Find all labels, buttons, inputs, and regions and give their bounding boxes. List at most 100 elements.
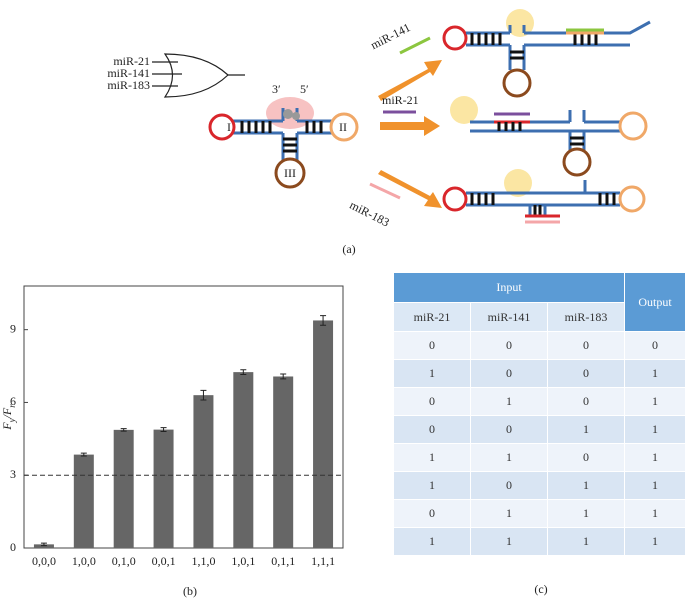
arrow-label: miR-141 (368, 20, 412, 52)
table-cell: 0 (393, 499, 471, 528)
header-cell: miR-21 (393, 302, 471, 332)
products (442, 9, 651, 224)
bar (153, 429, 174, 548)
y-tick-label: 9 (10, 321, 16, 335)
y-tick-label: 3 (10, 467, 16, 481)
table-cell: 0 (547, 359, 625, 388)
prime-label: 3′ (272, 82, 281, 96)
or-gate (152, 53, 245, 98)
table-cell: 0 (547, 387, 625, 416)
x-tick-label: 0,0,0 (32, 554, 56, 568)
error-bar (40, 542, 47, 547)
table-cell: 1 (470, 527, 548, 556)
junction (208, 97, 359, 189)
table-cell: 1 (547, 499, 625, 528)
table-cell: 1 (624, 359, 686, 388)
header-cell: miR-183 (547, 302, 625, 332)
caption: (a) (342, 242, 355, 256)
table-cell: 1 (547, 527, 625, 556)
bar (233, 372, 254, 548)
gate-input: miR-21 (113, 54, 150, 68)
caption: (c) (534, 582, 547, 596)
bar (313, 320, 334, 548)
table-cell: 1 (624, 499, 686, 528)
error-bar (80, 452, 87, 457)
x-tick-label: 1,0,0 (72, 554, 96, 568)
table-cell: 0 (470, 331, 548, 360)
table-cell: 0 (470, 415, 548, 444)
x-tick-label: 0,0,1 (152, 554, 176, 568)
gate-input: miR-141 (107, 66, 150, 80)
table-cell: 1 (470, 499, 548, 528)
error-bar (160, 427, 167, 433)
table-cell: 1 (547, 415, 625, 444)
bar (73, 454, 94, 548)
table-cell: 0 (470, 471, 548, 500)
table-cell: 1 (393, 359, 471, 388)
header-cell: Input (393, 272, 625, 303)
bar (273, 376, 294, 548)
header-cell: miR-141 (470, 302, 548, 332)
y-label-part: y (7, 418, 17, 423)
table-cell: 1 (624, 387, 686, 416)
error-bar (320, 315, 327, 326)
x-tick-label: 0,1,0 (112, 554, 136, 568)
table-cell: 1 (470, 387, 548, 416)
y-label-part: F (0, 422, 14, 431)
table-cell: 1 (547, 471, 625, 500)
gate-input: miR-183 (107, 78, 150, 92)
table-cell: 0 (624, 331, 686, 360)
table-cell: 0 (547, 331, 625, 360)
x-tick-label: 1,0,1 (231, 554, 255, 568)
header-cell: Output (624, 272, 686, 332)
error-bar (280, 373, 287, 380)
table-cell: 1 (393, 443, 471, 472)
table-cell: 0 (393, 415, 471, 444)
y-label-part: r (7, 404, 17, 408)
table-cell: 1 (624, 443, 686, 472)
table-cell: 1 (393, 471, 471, 500)
plot-frame (23, 285, 344, 549)
x-tick-label: 1,1,0 (191, 554, 215, 568)
error-bar (120, 428, 127, 432)
arrow-label: miR-183 (347, 198, 391, 230)
bar (33, 544, 54, 548)
prime-label: 5′ (300, 82, 309, 96)
table-cell: 1 (624, 471, 686, 500)
x-tick-label: 1,1,1 (311, 554, 335, 568)
y-label-part: /F (0, 407, 14, 419)
caption: (b) (183, 584, 197, 598)
table-cell: 1 (624, 527, 686, 556)
table-cell: 0 (470, 359, 548, 388)
loop-label: II (339, 120, 347, 134)
bar (193, 395, 214, 548)
error-bar (240, 369, 247, 376)
table-cell: 0 (393, 387, 471, 416)
y-tick-label: 0 (10, 540, 16, 554)
arrow-label: miR-21 (382, 93, 419, 107)
y-axis-label: Fy/Fr (0, 404, 17, 431)
table-cell: 1 (470, 443, 548, 472)
loop-label: III (284, 166, 296, 180)
table-cell: 0 (547, 443, 625, 472)
table-cell: 1 (393, 527, 471, 556)
table-cell: 0 (393, 331, 471, 360)
table-cell: 1 (624, 415, 686, 444)
bar (113, 429, 134, 548)
y-tick-label: 6 (10, 394, 16, 408)
loop-label: I (227, 120, 231, 134)
x-tick-label: 0,1,1 (271, 554, 295, 568)
arrows (369, 36, 442, 208)
